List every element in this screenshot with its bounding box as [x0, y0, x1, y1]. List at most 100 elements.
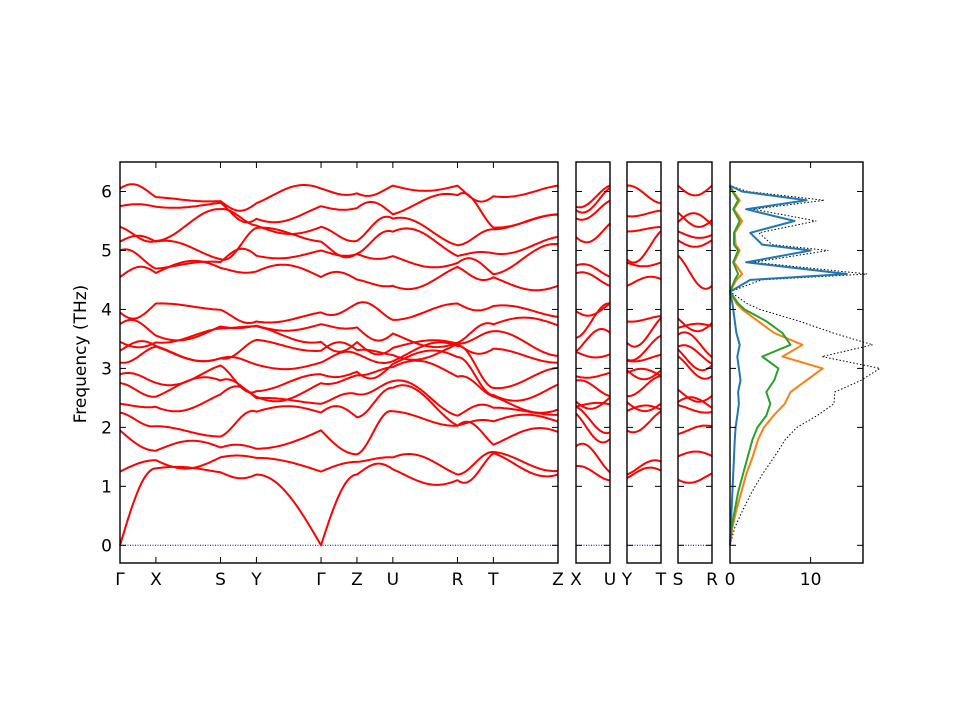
phonon-band-9 — [575, 351, 611, 359]
phonon-band-18 — [626, 184, 662, 205]
phonon-band-12 — [575, 302, 611, 317]
dos-panel: 0 10 — [725, 161, 882, 590]
k-point-label: Γ — [115, 570, 125, 590]
k-point-label: T — [487, 570, 499, 590]
phonon-band-7 — [119, 349, 559, 402]
y-tick-label: 1 — [101, 477, 112, 497]
phonon-band-12 — [677, 317, 713, 333]
k-point-label: Z — [351, 570, 363, 590]
k-point-label: Z — [552, 570, 564, 590]
phonon-band-15 — [677, 230, 713, 239]
phonon-band-5 — [119, 379, 558, 417]
k-point-label: Y — [250, 570, 262, 590]
phonon-band-3 — [626, 410, 662, 434]
phonon-band-14 — [119, 243, 559, 276]
phonon-band-13 — [575, 271, 611, 287]
phonon-band-15 — [575, 222, 611, 244]
phonon-band-13 — [677, 254, 713, 290]
k-point-label: R — [452, 570, 464, 590]
phonon-band-14 — [575, 263, 611, 278]
panel-frame — [626, 161, 662, 564]
phonon-band-5 — [677, 396, 713, 409]
phonon-band-11 — [575, 302, 611, 339]
phonon-band-13 — [626, 275, 662, 287]
k-point-label: X — [570, 570, 582, 590]
k-point-label: Y — [621, 570, 633, 590]
k-point-label: T — [655, 570, 667, 590]
k-point-label: X — [150, 570, 162, 590]
phonon-band-10 — [119, 325, 559, 357]
phonon-band-9 — [119, 338, 558, 364]
k-point-label: S — [673, 570, 684, 590]
phonon-band-1 — [575, 465, 611, 482]
y-tick-label: 4 — [101, 300, 112, 320]
phonon-band-10 — [677, 331, 713, 358]
phonon-band-4 — [575, 405, 611, 435]
dos-total — [728, 185, 882, 546]
phonon-band-11 — [677, 322, 713, 329]
phonon-band-14 — [677, 239, 713, 248]
phonon-band-6 — [575, 396, 611, 410]
y-axis-label: Frequency (THz) — [71, 285, 91, 424]
phonon-band-12 — [626, 315, 662, 323]
phonon-band-9 — [626, 353, 662, 363]
phonon-band-7 — [575, 379, 611, 398]
dos-frame — [729, 161, 864, 564]
phonon-band-2 — [677, 450, 713, 458]
panel-frame — [575, 161, 611, 564]
dos-series-2 — [729, 185, 824, 546]
k-point-label: U — [387, 570, 399, 590]
phonon-band-10 — [626, 334, 662, 362]
phonon-band-3 — [119, 410, 559, 456]
k-point-label: R — [706, 570, 718, 590]
y-tick-label: 6 — [101, 182, 112, 202]
y-tick-label: 3 — [101, 359, 112, 379]
phonon-band-4 — [119, 384, 559, 438]
phonon-band-16 — [627, 226, 661, 233]
phonon-band-6 — [627, 375, 662, 398]
phonon-band-2 — [575, 442, 611, 474]
dos-x-tick-label: 10 — [800, 570, 822, 590]
phonon-band-15 — [626, 230, 662, 264]
phonon-band-1 — [119, 452, 559, 547]
phonon-band-1 — [677, 472, 713, 484]
phonon-band-3 — [677, 424, 713, 436]
phonon-band-1 — [626, 466, 662, 479]
phonon-band-15 — [119, 226, 559, 261]
phonon-band-14 — [626, 261, 662, 268]
y-tick-label: 0 — [101, 536, 112, 556]
phonon-band-7 — [626, 367, 662, 377]
phonon-band-18 — [119, 183, 559, 212]
y-tick-label: 2 — [101, 418, 112, 438]
phonon-band-17 — [677, 211, 713, 228]
dos-x-tick-label: 0 — [725, 570, 736, 590]
phonon-band-8 — [677, 348, 713, 372]
phonon-band-17 — [119, 192, 559, 229]
phonon-band-18 — [677, 184, 713, 197]
phonon-band-2 — [626, 459, 662, 476]
phonon-band-7 — [677, 355, 713, 380]
k-point-label: Γ — [316, 570, 326, 590]
phonon-band-12 — [119, 301, 559, 324]
k-point-label: U — [604, 570, 616, 590]
phonon-band-4 — [677, 404, 713, 414]
phonon-band-5 — [626, 401, 662, 413]
phonon-band-2 — [119, 451, 559, 476]
dos-series-1 — [729, 184, 848, 546]
phonon-band-18 — [575, 184, 611, 209]
phonon-band-16 — [119, 208, 558, 247]
phonon-band-9 — [677, 344, 713, 365]
phonon-band-17 — [626, 209, 662, 218]
band-panel-1: Γ X S Y Γ Z U R T Z 0 1 2 3 4 5 6 — [101, 161, 564, 590]
panel-frame — [119, 161, 559, 564]
phonon-band-8 — [575, 371, 611, 379]
phonon-band-10 — [575, 328, 611, 353]
phonon-band-8 — [626, 369, 662, 381]
k-point-label: S — [215, 570, 226, 590]
y-tick-label: 5 — [101, 241, 112, 261]
